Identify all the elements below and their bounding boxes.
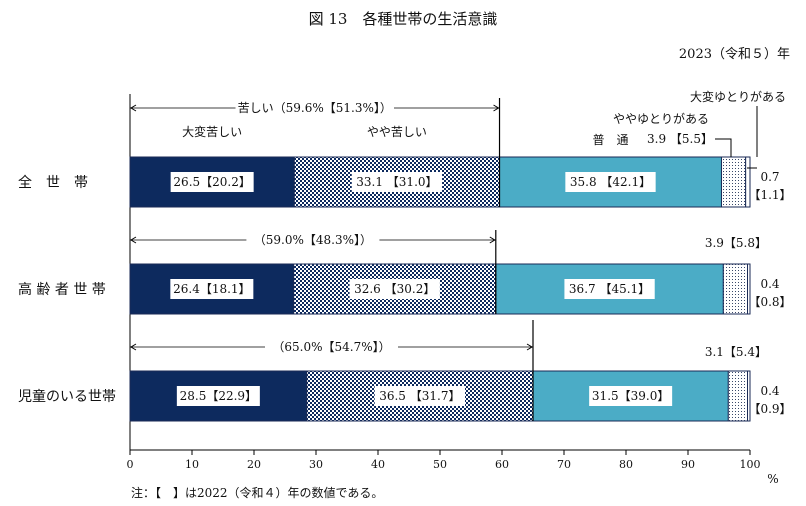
legend-label: やや苦しい: [367, 125, 427, 139]
data-label: 【0.9】: [748, 402, 791, 416]
x-tick-label: 90: [681, 458, 695, 471]
data-label-box: [351, 172, 443, 192]
legend-label: 大変苦しい: [182, 124, 242, 139]
data-label: 28.5【22.9】: [180, 389, 257, 403]
x-tick-label: 40: [371, 458, 385, 471]
data-label-box: [565, 172, 656, 192]
data-label: 0.4: [760, 277, 779, 291]
bracket-arrow-right: [489, 236, 496, 244]
bar-segment: [720, 156, 747, 208]
data-label: 35.8 【42.1】: [570, 175, 651, 189]
data-label: 【1.1】: [748, 188, 791, 202]
x-tick-label: 30: [309, 458, 323, 471]
bar-segment: [532, 370, 729, 422]
data-label: 26.5【20.2】: [173, 175, 250, 189]
data-label: 3.9【5.8】: [705, 236, 767, 250]
bracket-label-box: [235, 99, 395, 117]
data-label: 0.7: [760, 170, 779, 184]
x-tick-label: 0: [127, 458, 134, 471]
bracket-label: （65.0%【54.7%】）: [272, 340, 390, 354]
x-tick-label: 50: [433, 458, 447, 471]
x-tick-label: 80: [619, 458, 633, 471]
year-label: 2023（令和５）年: [679, 47, 790, 62]
data-label: 【0.8】: [748, 295, 791, 309]
data-label: 33.1 【31.0】: [356, 175, 437, 189]
data-label-box: [176, 386, 260, 406]
bar-segment: [747, 370, 751, 422]
x-tick-label: 100: [740, 458, 761, 471]
legend-label: ややゆとりがある: [613, 111, 709, 126]
bracket-label-box: [246, 231, 380, 249]
data-label: 3.1【5.4】: [705, 345, 767, 359]
bar-segment: [129, 263, 295, 315]
data-label: 31.5【39.0】: [592, 389, 669, 403]
x-tick-label: 20: [247, 458, 261, 471]
category-label: 高 齢 者 世 帯: [18, 281, 106, 298]
data-label: 32.6 【30.2】: [354, 282, 435, 296]
data-label: 26.4【18.1】: [173, 282, 250, 296]
x-tick-label: 60: [495, 458, 509, 471]
chart-note: 注：【 】は2022（令和４）年の数値である。: [131, 485, 383, 500]
bar-segment: [727, 370, 749, 422]
data-label-box: [349, 279, 440, 299]
category-label: 児童のいる世帯: [18, 388, 116, 405]
bar-segment: [745, 156, 751, 208]
legend-label: 普 通: [592, 133, 628, 147]
x-tick-label: 70: [557, 458, 571, 471]
bracket-arrow-left: [130, 236, 137, 244]
plot-area: 0 10 20 30 40 50 60 70 80 90 100 全 世 帯高 齢 者 世 帯児童のい…: [18, 89, 792, 471]
data-label: 36.5 【31.7】: [379, 389, 460, 403]
data-label-box: [170, 172, 254, 192]
data-label-box: [374, 386, 465, 406]
bar-segment: [747, 263, 751, 315]
data-label: 0.4: [760, 384, 779, 398]
data-label-box: [589, 386, 673, 406]
data-label-box: [564, 279, 655, 299]
bracket-label: 苦しい（59.6%【51.3%】）: [238, 101, 392, 115]
bar-segment: [722, 263, 749, 315]
bracket-arrow-left: [130, 104, 137, 112]
bracket-arrow-right: [526, 343, 533, 351]
data-label: 3.9 【5.5】: [647, 132, 713, 146]
bracket-label-box: [265, 338, 398, 356]
data-label-box: [170, 279, 254, 299]
x-axis-unit: %: [767, 472, 778, 486]
bracket-arrow-right: [493, 104, 500, 112]
category-label: 全 世 帯: [18, 174, 88, 191]
data-label: 36.7 【45.1】: [569, 282, 650, 296]
bracket-label: （59.0%【48.3%】）: [254, 233, 372, 247]
x-tick-label: 10: [185, 458, 199, 471]
bracket-arrow-left: [130, 343, 137, 351]
chart-title: 図 13 各種世帯の生活意識: [309, 10, 498, 28]
label-leader-line: [715, 138, 732, 157]
legend-label: 大変ゆとりがある: [690, 89, 786, 104]
